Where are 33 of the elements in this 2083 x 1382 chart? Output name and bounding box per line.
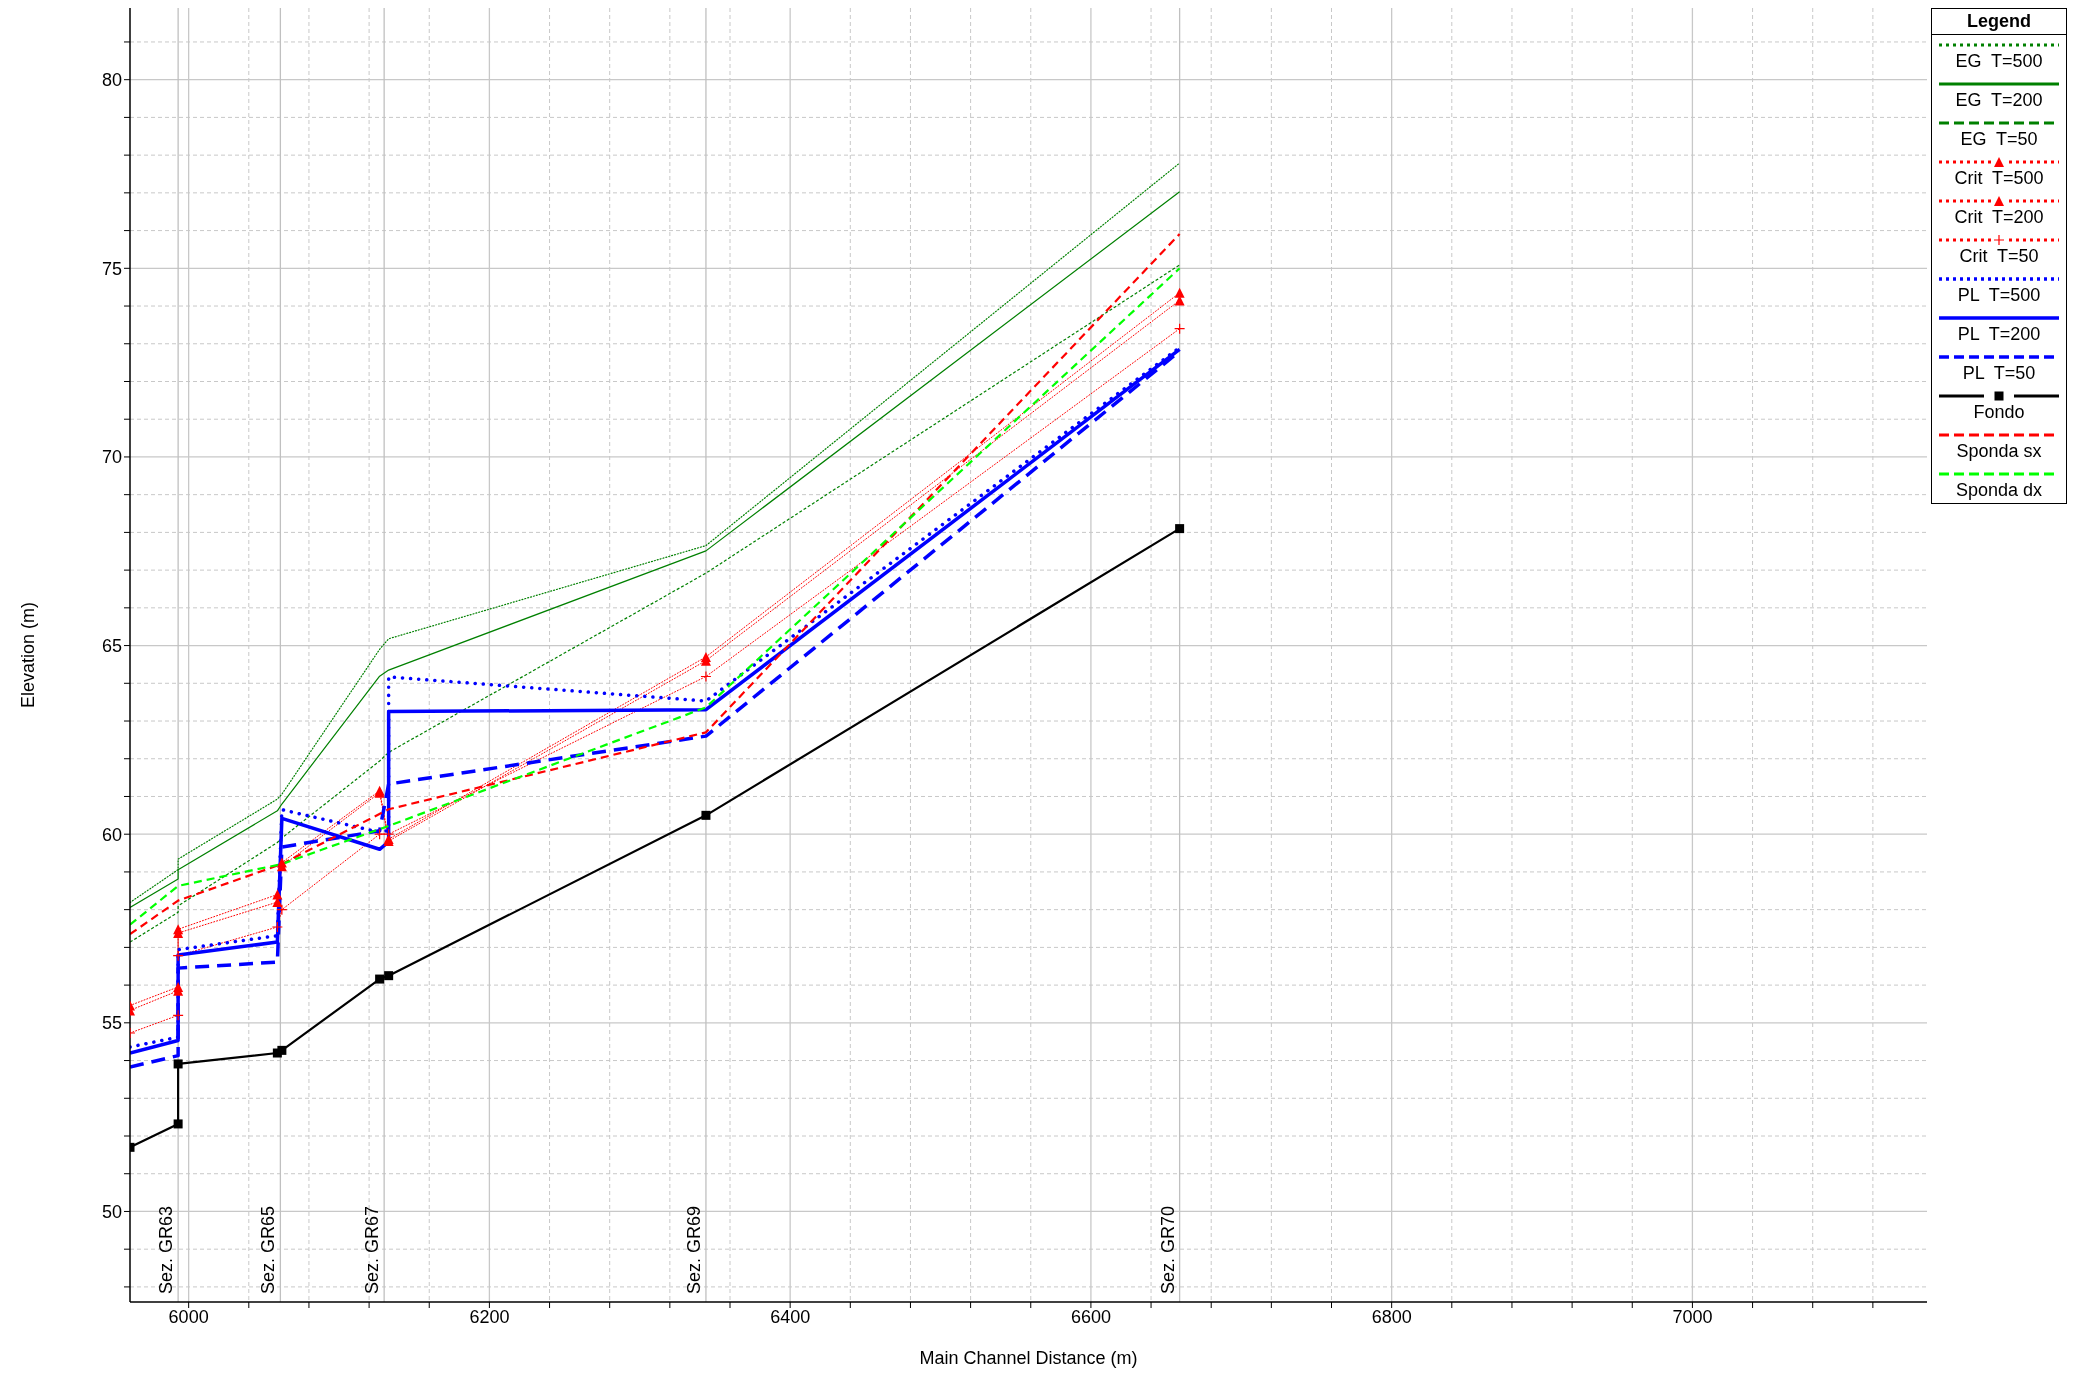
y-tick-label: 55 [101, 1013, 122, 1034]
legend-label: EG T=50 [1959, 129, 2039, 150]
legend-title: Legend [1932, 9, 2066, 35]
ref-line-label: Sez. GR63 [156, 1205, 177, 1294]
legend-label: Sponda sx [1955, 441, 2043, 462]
legend-label: EG T=200 [1954, 90, 2044, 111]
y-tick-label: 60 [101, 824, 122, 845]
ref-line-label: Sez. GR70 [1157, 1205, 1178, 1294]
x-tick-label: 7000 [1672, 1306, 1713, 1327]
legend-label: PL T=500 [1956, 285, 2042, 306]
x-tick-label: 6200 [469, 1306, 510, 1327]
legend-label: PL T=200 [1956, 324, 2042, 345]
y-tick-label: 65 [101, 635, 122, 656]
ref-line-label: Sez. GR69 [683, 1205, 704, 1294]
ref-line-label: Sez. GR65 [258, 1205, 279, 1294]
legend-label: EG T=500 [1954, 51, 2044, 72]
x-tick-label: 6800 [1371, 1306, 1412, 1327]
legend-label: Crit T=500 [1953, 168, 2045, 189]
x-tick-label: 6600 [1070, 1306, 1111, 1327]
legend-label: Sponda dx [1954, 480, 2044, 501]
x-tick-label: 6400 [770, 1306, 811, 1327]
x-tick-label: 6000 [168, 1306, 209, 1327]
legend-label: Crit T=200 [1953, 207, 2045, 228]
legend-label: Crit T=50 [1958, 246, 2040, 267]
legend-label: PL T=50 [1961, 363, 2037, 384]
y-tick-label: 75 [101, 258, 122, 279]
y-tick-label: 80 [101, 70, 122, 91]
y-axis-title: Elevation (m) [18, 601, 39, 709]
legend-label: Fondo [1972, 402, 2026, 423]
y-tick-label: 70 [101, 447, 122, 468]
ref-line-label: Sez. GR67 [362, 1205, 383, 1294]
x-axis-title: Main Channel Distance (m) [919, 1348, 1138, 1368]
y-tick-label: 50 [101, 1201, 122, 1222]
